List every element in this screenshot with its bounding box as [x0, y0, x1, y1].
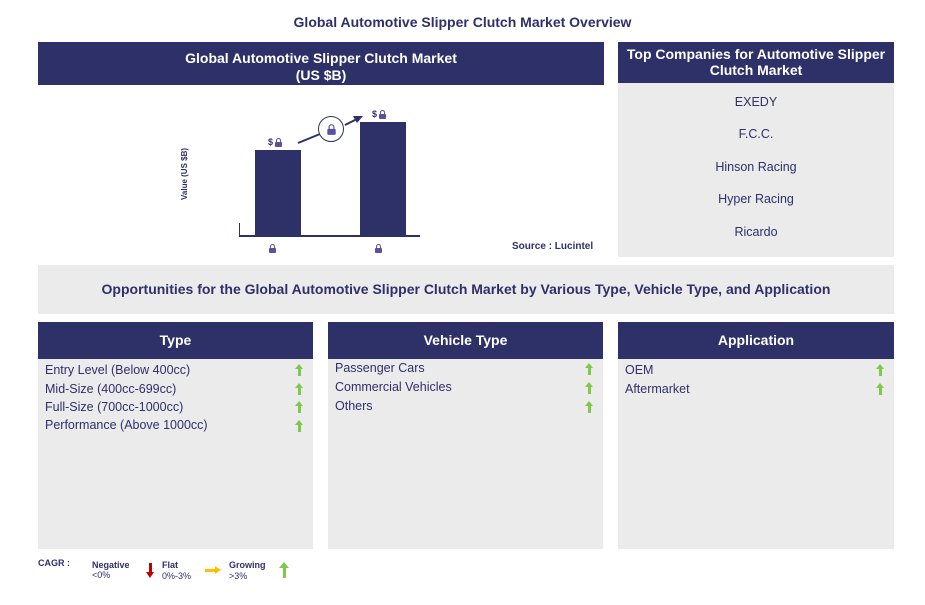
legend-growing-range: >3% — [229, 571, 248, 581]
chart-unit: (US $B) — [295, 67, 347, 83]
x-label-lock-icon — [269, 244, 276, 253]
bar-value-label-1: $ — [268, 137, 283, 147]
bar-end-year — [360, 122, 406, 236]
x-axis-line — [239, 235, 420, 237]
segment-body-type: Entry Level (Below 400cc) Mid-Size (400c… — [38, 359, 313, 549]
segment-item: OEM — [625, 363, 654, 377]
growing-arrow-icon — [585, 382, 593, 394]
segment-item: Commercial Vehicles — [335, 380, 452, 394]
segment-item: Others — [335, 399, 373, 413]
lock-icon — [326, 123, 336, 135]
page-title: Global Automotive Slipper Clutch Market … — [293, 14, 632, 30]
source-label: Source : Lucintel — [512, 241, 594, 252]
flat-arrow-icon — [205, 566, 221, 574]
negative-arrow-icon — [146, 563, 154, 578]
company-item: Ricardo — [734, 225, 778, 239]
legend-flat-range: 0%-3% — [162, 571, 192, 581]
growth-arrow-icon — [297, 116, 363, 144]
companies-header: Top Companies for Automotive Slipper Clu… — [618, 42, 894, 83]
chart-title: Global Automotive Slipper Clutch Market — [185, 50, 457, 66]
company-item: Hinson Racing — [715, 160, 797, 174]
legend-negative-range: <0% — [92, 570, 111, 580]
chart-header: Global Automotive Slipper Clutch Market … — [38, 42, 604, 85]
legend-cagr-label: CAGR : — [38, 558, 70, 568]
segment-item: Passenger Cars — [335, 361, 425, 375]
growing-arrow-icon — [295, 383, 303, 395]
legend-growing-title: Growing — [229, 560, 266, 570]
y-axis-label: Value (US $B) — [180, 147, 189, 200]
segment-item: Mid-Size (400cc-699cc) — [45, 382, 177, 396]
bar-start-year — [255, 150, 301, 236]
cagr-locked-badge — [318, 116, 344, 142]
company-item: EXEDY — [734, 95, 778, 109]
segment-item: Aftermarket — [625, 382, 690, 396]
growing-arrow-icon — [585, 401, 593, 413]
segment-body-application: OEM Aftermarket — [618, 359, 894, 549]
growing-arrow-icon — [295, 420, 303, 432]
growing-arrow-icon — [876, 364, 884, 376]
segment-item: Full-Size (700cc-1000cc) — [45, 400, 184, 414]
segment-header-type: Type — [38, 322, 313, 359]
growing-arrow-icon — [295, 364, 303, 376]
segment-header-application: Application — [618, 322, 894, 359]
x-label-lock-icon — [375, 244, 382, 253]
segment-body-vehicle-type: Passenger Cars Commercial Vehicles Other… — [328, 359, 603, 549]
growing-arrow-icon — [295, 401, 303, 413]
companies-list: EXEDY F.C.C. Hinson Racing Hyper Racing … — [618, 83, 894, 257]
growing-arrow-icon — [279, 562, 289, 578]
y-axis-line — [239, 223, 240, 236]
segment-header-vehicle-type: Vehicle Type — [328, 322, 603, 359]
bar-value-label-2: $ — [372, 109, 387, 119]
segment-item: Entry Level (Below 400cc) — [45, 363, 191, 377]
opportunities-banner: Opportunities for the Global Automotive … — [38, 265, 894, 314]
segment-item: Performance (Above 1000cc) — [45, 418, 208, 432]
growing-arrow-icon — [585, 363, 593, 375]
legend-flat-title: Flat — [162, 560, 179, 570]
growing-arrow-icon — [876, 383, 884, 395]
company-item: Hyper Racing — [718, 192, 794, 206]
company-item: F.C.C. — [738, 127, 774, 141]
lock-icon — [275, 137, 283, 147]
lock-icon — [379, 109, 387, 119]
legend-negative-title: Negative — [92, 560, 130, 570]
